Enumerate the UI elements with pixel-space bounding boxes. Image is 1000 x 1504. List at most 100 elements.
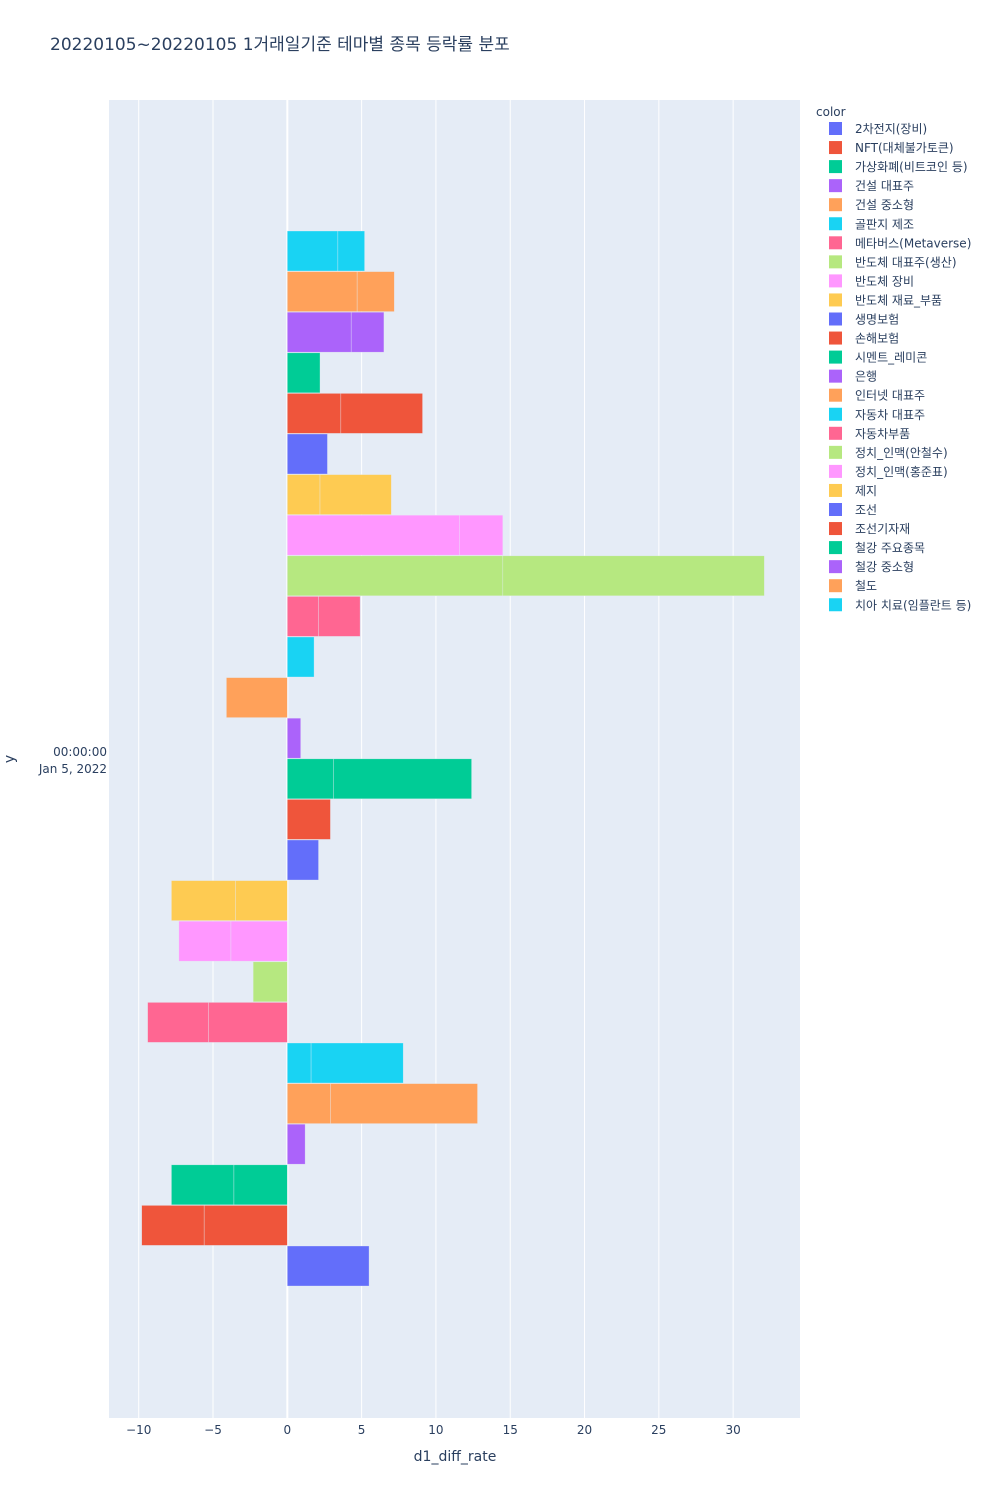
bar-segment[interactable] xyxy=(318,596,361,637)
bar-segment[interactable] xyxy=(203,1205,288,1246)
legend-item[interactable]: 생명보험 xyxy=(829,312,899,327)
bar-segment[interactable] xyxy=(350,311,385,353)
bar-segment[interactable] xyxy=(230,920,288,962)
legend-item[interactable]: 손해보험 xyxy=(829,331,899,346)
x-tick-label: 25 xyxy=(651,1423,666,1437)
legend-item[interactable]: 정치_인맥(안철수) xyxy=(829,445,948,460)
legend-label: 제지 xyxy=(855,484,877,498)
bar-segment[interactable] xyxy=(330,1083,478,1124)
legend-swatch xyxy=(829,579,842,593)
legend-item[interactable]: 가상화폐(비트코인 등) xyxy=(829,160,968,174)
legend-swatch xyxy=(829,293,842,307)
legend-item[interactable]: 반도체 대표주(생산) xyxy=(829,255,957,269)
bar-segment[interactable] xyxy=(178,920,232,962)
legend-item[interactable]: 자동차 대표주 xyxy=(829,407,925,422)
bar-segment[interactable] xyxy=(459,514,504,556)
legend-swatch xyxy=(829,179,842,193)
bar-segment[interactable] xyxy=(287,1083,331,1124)
legend-item[interactable]: 반도체 재료_부품 xyxy=(829,293,942,307)
bar-segment[interactable] xyxy=(287,433,328,475)
bar-segment[interactable] xyxy=(287,1245,370,1287)
legend-item[interactable]: 제지 xyxy=(829,483,877,498)
bar-segment[interactable] xyxy=(287,1123,306,1165)
legend-item[interactable]: 철도 xyxy=(829,579,877,593)
legend-label: 손해보험 xyxy=(855,332,899,346)
legend-item[interactable]: 정치_인맥(홍준표) xyxy=(829,464,948,479)
legend-swatch xyxy=(829,312,842,326)
legend-item[interactable]: 시멘트_레미콘 xyxy=(829,350,927,365)
bar-segment[interactable] xyxy=(287,393,342,434)
bar-segment[interactable] xyxy=(502,555,765,597)
bar-segment[interactable] xyxy=(287,758,334,800)
bar-segment[interactable] xyxy=(235,880,288,921)
bar-segment[interactable] xyxy=(333,758,472,800)
bars[interactable] xyxy=(141,230,765,1287)
legend-item[interactable]: 치아 치료(임플란트 등) xyxy=(829,598,971,612)
legend-label: 가상화폐(비트코인 등) xyxy=(855,160,968,174)
bar-segment[interactable] xyxy=(340,393,423,434)
bar-segment[interactable] xyxy=(337,230,365,272)
legend-item[interactable]: 골판지 제조 xyxy=(829,217,914,231)
bar-segment[interactable] xyxy=(287,839,319,881)
legend-label: 시멘트_레미콘 xyxy=(855,351,927,365)
bar-segment[interactable] xyxy=(171,1164,235,1206)
legend-item[interactable]: 조선 xyxy=(829,503,877,517)
legend-item[interactable]: 건설 중소형 xyxy=(829,198,914,212)
bar-segment[interactable] xyxy=(233,1164,288,1206)
legend-label: 2차전지(장비) xyxy=(855,122,927,136)
x-axis-title: d1_diff_rate xyxy=(414,1449,497,1465)
legend-item[interactable]: 철강 주요종목 xyxy=(829,541,925,555)
legend-swatch xyxy=(829,141,842,155)
legend-label: 은행 xyxy=(855,369,877,384)
bar-segment[interactable] xyxy=(287,474,321,515)
legend-item[interactable]: 건설 대표주 xyxy=(829,179,914,193)
bar-segment[interactable] xyxy=(252,961,288,1003)
legend-label: 정치_인맥(안철수) xyxy=(855,446,948,460)
bar-segment[interactable] xyxy=(287,717,301,759)
legend-swatch xyxy=(829,483,842,497)
legend-item[interactable]: NFT(대체불가토큰) xyxy=(829,141,954,155)
legend-swatch xyxy=(829,236,842,250)
bar-segment[interactable] xyxy=(319,474,392,515)
bar-segment[interactable] xyxy=(287,514,461,556)
x-tick-label: 30 xyxy=(725,1423,740,1437)
legend-swatch xyxy=(829,541,842,555)
bar-segment[interactable] xyxy=(310,1042,404,1084)
legend-label: 조선기자재 xyxy=(855,522,910,536)
legend-item[interactable]: 메타버스(Metaverse) xyxy=(829,236,971,250)
bar-segment[interactable] xyxy=(287,1042,312,1084)
legend-item[interactable]: 인터넷 대표주 xyxy=(829,388,925,403)
x-tick-label: −10 xyxy=(126,1423,151,1437)
bar-segment[interactable] xyxy=(287,271,358,312)
legend-label: 정치_인맥(홍준표) xyxy=(855,465,948,479)
bar-segment[interactable] xyxy=(171,880,236,921)
bar-segment[interactable] xyxy=(356,271,395,312)
legend-item[interactable]: 은행 xyxy=(829,369,877,384)
legend-item[interactable]: 자동차부품 xyxy=(829,426,910,441)
bar-segment[interactable] xyxy=(147,1002,209,1043)
bar-segment[interactable] xyxy=(287,311,352,353)
legend-label: 철강 주요종목 xyxy=(855,541,925,555)
legend-swatch xyxy=(829,274,842,288)
bar-segment[interactable] xyxy=(287,596,319,637)
bar-segment[interactable] xyxy=(141,1205,205,1246)
legend-swatch xyxy=(829,503,842,516)
legend[interactable]: 2차전지(장비) NFT(대체불가토큰) 가상화폐(비트코인 등) 건설 대표주건설 … xyxy=(829,122,971,612)
bar-segment[interactable] xyxy=(287,352,321,394)
bar-segment[interactable] xyxy=(287,636,315,678)
legend-item[interactable]: 철강 중소형 xyxy=(829,560,914,574)
legend-label: NFT(대체불가토큰) xyxy=(855,141,954,155)
legend-item[interactable]: 조선기자재 xyxy=(829,522,910,536)
x-tick-label: −5 xyxy=(204,1423,222,1437)
legend-swatch xyxy=(829,388,842,402)
legend-item[interactable]: 반도체 장비 xyxy=(829,274,914,288)
legend-title: color xyxy=(816,105,846,119)
legend-label: 반도체 재료_부품 xyxy=(855,293,942,307)
bar-segment[interactable] xyxy=(287,555,504,597)
bar-segment[interactable] xyxy=(208,1002,288,1043)
x-tick-label: 0 xyxy=(284,1423,292,1437)
legend-item[interactable]: 2차전지(장비) xyxy=(829,122,927,136)
bar-segment[interactable] xyxy=(287,799,331,840)
bar-segment[interactable] xyxy=(226,677,288,718)
bar-segment[interactable] xyxy=(287,230,339,272)
